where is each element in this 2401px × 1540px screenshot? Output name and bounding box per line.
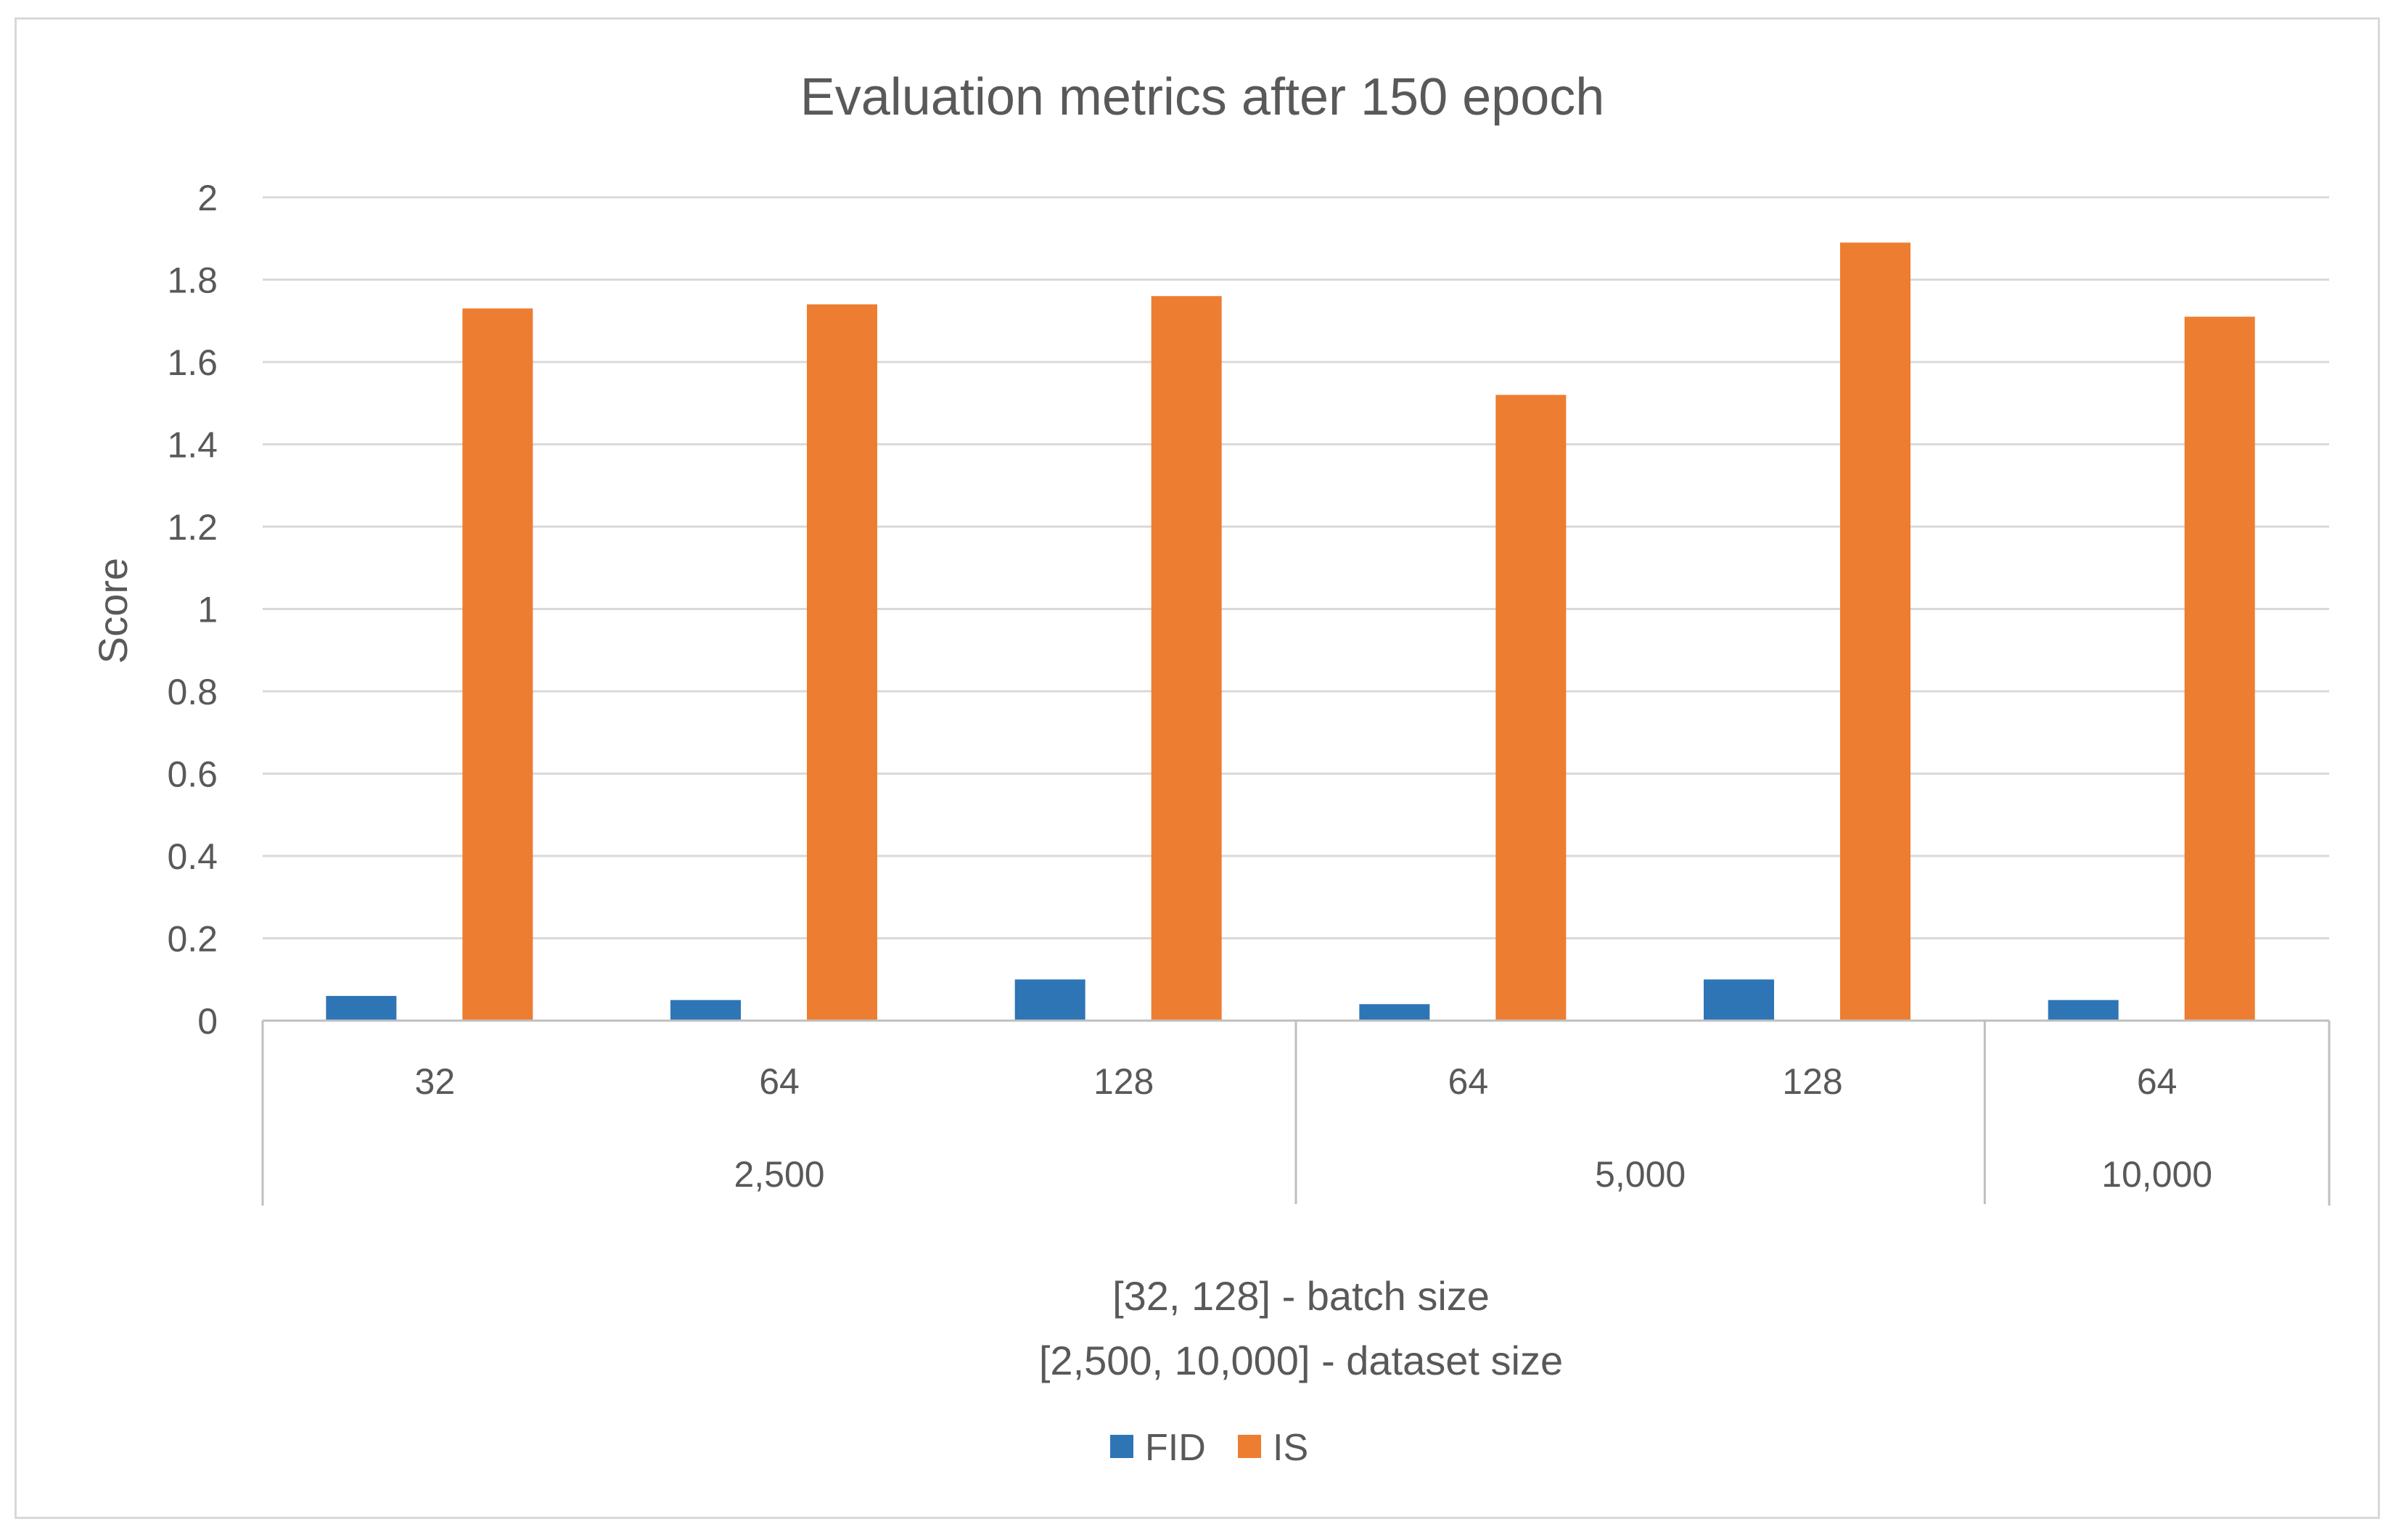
x-axis: 32 64 128 64 128 64 2,500 5,000 10,000 [261, 1019, 2331, 1206]
y-tick-label: 0.2 [167, 919, 218, 960]
bars [326, 242, 2255, 1021]
bar-is [462, 308, 533, 1021]
y-tick-label: 0.4 [167, 836, 218, 877]
x-axis-title-batch-size: [32, 128] - batch size [1112, 1273, 1490, 1319]
y-tick-label: 1.4 [167, 425, 218, 466]
x-tick-label: 64 [1448, 1061, 1489, 1102]
x-group-label: 10,000 [2101, 1154, 2212, 1195]
bar-fid [1359, 1004, 1430, 1021]
x-group-label: 5,000 [1595, 1154, 1686, 1195]
x-tick-label: 64 [759, 1061, 800, 1102]
chart-title: Evaluation metrics after 150 epoch [800, 68, 1605, 126]
y-tick-label: 2 [197, 178, 218, 218]
bar-is [807, 304, 877, 1021]
legend: FID IS [1110, 1427, 1308, 1469]
bar-is [1840, 242, 1910, 1021]
legend-label-fid: FID [1145, 1427, 1206, 1469]
y-axis-title: Score [90, 558, 136, 664]
y-tick-label: 0.6 [167, 754, 218, 795]
y-tick-label: 0 [197, 1001, 218, 1042]
x-tick-label: 128 [1093, 1061, 1154, 1102]
bar-fid [326, 995, 397, 1021]
x-tick-label: 32 [415, 1061, 456, 1102]
bar-is [2184, 316, 2255, 1021]
bar-fid [670, 1000, 741, 1021]
y-tick-label: 1.6 [167, 342, 218, 383]
gridlines [263, 196, 2329, 939]
y-tick-label: 1 [197, 590, 218, 630]
legend-swatch-fid [1110, 1435, 1133, 1458]
bar-fid [1014, 979, 1085, 1021]
x-tick-label: 64 [2137, 1061, 2178, 1102]
bar-is [1495, 395, 1567, 1021]
legend-label-is: IS [1273, 1427, 1308, 1469]
bar-fid [1704, 979, 1774, 1021]
y-tick-label: 1.2 [167, 507, 218, 548]
bar-fid [2048, 1000, 2119, 1021]
y-tick-label: 1.8 [167, 260, 218, 301]
x-axis-title-dataset-size: [2,500, 10,000] - dataset size [1039, 1338, 1563, 1383]
legend-swatch-is [1238, 1435, 1261, 1458]
y-axis-ticks: 0 0.2 0.4 0.6 0.8 1 1.2 1.4 1.6 1.8 2 [167, 178, 218, 1042]
y-tick-label: 0.8 [167, 672, 218, 712]
x-tick-label: 128 [1782, 1061, 1842, 1102]
x-group-label: 2,500 [734, 1154, 824, 1195]
bar-is [1151, 296, 1222, 1021]
